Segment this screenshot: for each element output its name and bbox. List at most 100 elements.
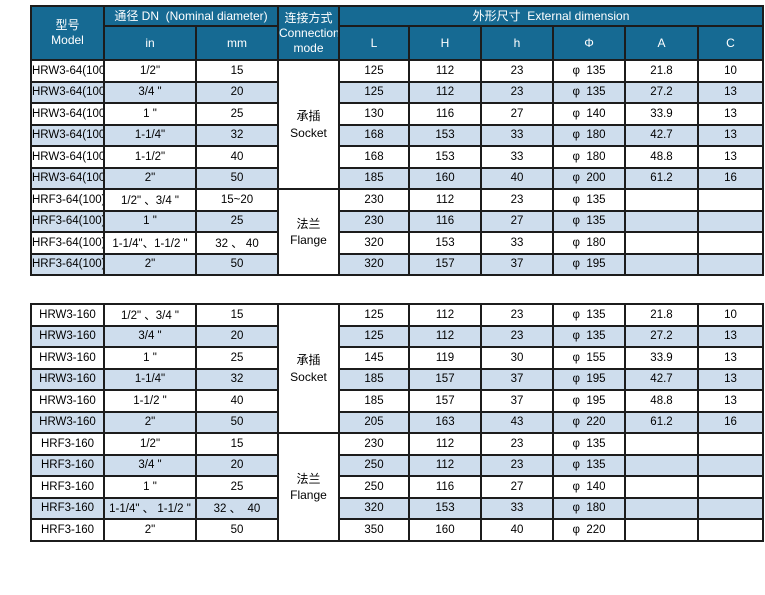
mm-cell: 40: [195, 389, 279, 413]
model-cell: HRF3-64(100): [30, 188, 105, 212]
H-cell: 112: [408, 80, 482, 104]
h-cell: 33: [480, 123, 554, 147]
phi-cell: φ 195: [552, 252, 626, 276]
C-cell: 13: [696, 80, 765, 104]
spec-sheet: 型号 Model 通径 DN (Nominal diameter) 连接方式 C…: [30, 5, 765, 542]
in-cell: 1/2": [103, 59, 197, 83]
phi-cell: φ 135: [552, 324, 626, 348]
C-cell: [696, 188, 765, 212]
model-cell: HRF3-160: [30, 475, 105, 499]
header-row-2: in mm L H h Φ A C: [31, 25, 765, 61]
mm-cell: 25: [195, 346, 279, 370]
L-cell: 168: [338, 145, 410, 169]
H-cell: 157: [408, 389, 482, 413]
L-cell: 145: [338, 346, 410, 370]
A-cell: 61.2: [624, 410, 699, 434]
h-cell: 23: [480, 324, 554, 348]
C-cell: [697, 453, 764, 477]
in-cell: 1 ": [103, 475, 197, 499]
table-body-bottom: HRW3-160 1/2" 、3/4 " 15 承插 Socket 125 112 23 φ …: [30, 303, 764, 542]
phi-cell: φ 135: [552, 432, 626, 456]
h-cell: 23: [480, 432, 554, 456]
model-cell: HRF3-160: [30, 432, 105, 456]
C-cell: [696, 209, 765, 233]
phi-cell: φ 135: [552, 59, 626, 83]
in-cell: 1-1/4": [103, 367, 197, 391]
L-cell: 320: [338, 496, 410, 520]
L-cell: 185: [338, 367, 410, 391]
table-row: HRF3-160 3/4 " 20 250 112 23 φ 135: [30, 453, 764, 477]
in-cell: 1-1/2 ": [103, 389, 197, 413]
in-cell: 2": [103, 166, 197, 190]
table-row: HRF3-160 1-1/4" 、 1-1/2 " 32 、 40 320 153 33 φ…: [30, 496, 764, 520]
col-header-in: in: [103, 25, 197, 61]
header-row-1: 型号 Model 通径 DN (Nominal diameter) 连接方式 C…: [30, 5, 765, 61]
L-cell: 350: [338, 518, 410, 542]
A-cell: 21.8: [624, 59, 699, 83]
mm-cell: 15: [195, 303, 279, 327]
table-row: HRF3-64(100) 1/2" 、3/4 " 15~20 法兰 Flange 230…: [30, 188, 765, 276]
H-cell: 112: [408, 324, 482, 348]
A-cell: [624, 231, 699, 255]
col-header-A: A: [624, 25, 699, 61]
C-cell: [696, 252, 765, 276]
C-cell: [697, 432, 764, 456]
table-row: HRW3-160 1 " 25 145 119 30 φ 155 33.9 13: [30, 346, 764, 370]
H-cell: 116: [408, 102, 482, 126]
mm-cell: 32 、 40: [195, 231, 279, 255]
in-cell: 2": [103, 410, 197, 434]
mm-cell: 32 、 40: [195, 496, 279, 520]
model-cell: HRW3-160: [30, 303, 105, 327]
phi-cell: φ 135: [552, 188, 626, 212]
mm-cell: 32: [195, 367, 279, 391]
C-cell: 13: [696, 102, 765, 126]
A-cell: [624, 475, 699, 499]
model-cell: HRW3-64(100): [30, 80, 105, 104]
L-cell: 125: [338, 59, 410, 83]
col-header-nominal-diameter: 通径 DN (Nominal diameter): [103, 5, 279, 27]
model-cell: HRF3-64(100): [30, 209, 105, 233]
phi-cell: φ 195: [552, 389, 626, 413]
mm-cell: 20: [195, 324, 279, 348]
phi-cell: φ 180: [552, 231, 626, 255]
phi-cell: φ 135: [552, 80, 626, 104]
H-cell: 116: [408, 209, 482, 233]
phi-cell: φ 135: [552, 209, 626, 233]
in-cell: 1 ": [103, 346, 197, 370]
L-cell: 320: [338, 231, 410, 255]
H-cell: 112: [408, 453, 482, 477]
L-cell: 130: [338, 102, 410, 126]
h-cell: 27: [480, 475, 554, 499]
mm-cell: 20: [195, 80, 279, 104]
table-row: HRW3-160 1/2" 、3/4 " 15 承插 Socket 125 112 23 φ …: [30, 303, 764, 434]
L-cell: 205: [338, 410, 410, 434]
model-cell: HRW3-160: [30, 367, 105, 391]
C-cell: 13: [696, 145, 765, 169]
A-cell: 61.2: [624, 166, 699, 190]
H-cell: 153: [408, 145, 482, 169]
L-cell: 125: [338, 324, 410, 348]
H-cell: 163: [408, 410, 482, 434]
spec-table-bottom: HRW3-160 1/2" 、3/4 " 15 承插 Socket 125 112 23 φ …: [30, 303, 764, 542]
A-cell: 21.8: [624, 303, 699, 327]
mm-cell: 20: [195, 453, 279, 477]
H-cell: 112: [408, 303, 482, 327]
model-cell: HRW3-64(100): [30, 59, 105, 83]
phi-cell: φ 140: [552, 475, 626, 499]
L-cell: 185: [338, 166, 410, 190]
L-cell: 125: [338, 303, 410, 327]
A-cell: [624, 432, 699, 456]
connection-mode-cell: 法兰 Flange: [277, 432, 340, 542]
mm-cell: 25: [195, 209, 279, 233]
phi-cell: φ 200: [552, 166, 626, 190]
h-cell: 23: [480, 188, 554, 212]
in-cell: 1-1/4": [103, 123, 197, 147]
model-cell: HRW3-64(100): [30, 145, 105, 169]
L-cell: 230: [338, 188, 410, 212]
phi-cell: φ 135: [552, 303, 626, 327]
in-cell: 3/4 ": [103, 324, 197, 348]
C-cell: [696, 231, 765, 255]
A-cell: 42.7: [624, 367, 699, 391]
C-cell: 10: [696, 59, 765, 83]
table-row: HRW3-160 1-1/4" 32 185 157 37 φ 195 42.7 13: [30, 367, 764, 391]
